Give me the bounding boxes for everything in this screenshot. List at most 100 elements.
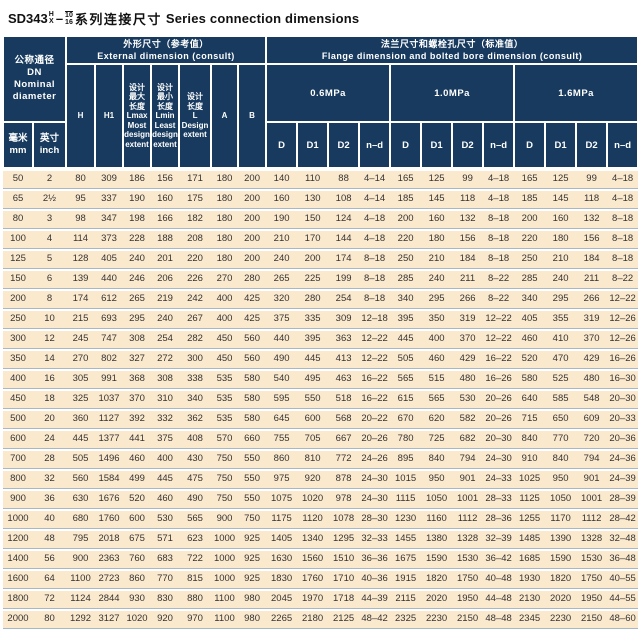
cell: 815	[179, 569, 212, 589]
cell: 1170	[545, 509, 577, 529]
cell: 680	[66, 509, 96, 529]
cell: 2844	[95, 589, 124, 609]
cell: 1120	[297, 509, 329, 529]
cell: 24–33	[483, 469, 515, 489]
cell: 201	[151, 249, 180, 269]
cell: 1630	[266, 549, 298, 569]
cell: 750	[238, 509, 267, 529]
cell: 550	[238, 449, 267, 469]
cell: 200	[238, 168, 267, 189]
table-row: 50 2 80 309 186 156 171 180 200 140 110 88 4–14 165 12…	[3, 168, 639, 189]
cell: 12–26	[607, 329, 639, 349]
table-row: 900 36 630 1676 520 460 490 750 550 1075 1020 978 24…	[3, 489, 639, 509]
cell: 1292	[66, 609, 96, 629]
cell: 340	[179, 389, 212, 409]
cell: 612	[95, 289, 124, 309]
cell: 200	[238, 189, 267, 209]
cell: 171	[179, 168, 212, 189]
cell: 10	[33, 309, 67, 329]
cell: 395	[297, 329, 329, 349]
cell: 1485	[514, 529, 546, 549]
cell: 347	[95, 209, 124, 229]
cell: 550	[238, 469, 267, 489]
cell: 175	[179, 189, 212, 209]
cell: 145	[421, 189, 453, 209]
cell: 28	[33, 449, 67, 469]
cell: 580	[238, 409, 267, 429]
cell: 4–18	[483, 168, 515, 189]
cell: 20	[33, 409, 67, 429]
cell: 548	[576, 389, 608, 409]
cell: 16–26	[483, 369, 515, 389]
page-title: SD343 H X – 10 16 系列连接尺寸 Series connecti…	[8, 7, 638, 29]
cell: 150	[3, 269, 33, 289]
title-model: SD343	[8, 10, 48, 26]
cell: 20–26	[359, 429, 391, 449]
header-group-06mpa: 0.6MPa	[265, 63, 392, 123]
cell: 1496	[95, 449, 124, 469]
cell: 1820	[421, 569, 453, 589]
cell: 185	[514, 189, 546, 209]
cell: 4–14	[359, 168, 391, 189]
cell: 24–39	[607, 469, 639, 489]
cell: 170	[297, 229, 329, 249]
cell: 683	[151, 549, 180, 569]
dimensions-table: 公称通径 DN Nominal diameter 外形尺寸（参考值） Exter…	[1, 35, 640, 629]
cell: 970	[179, 609, 212, 629]
cell: 180	[211, 249, 239, 269]
cell: 282	[179, 329, 212, 349]
cell: 530	[452, 389, 484, 409]
cell: 180	[421, 229, 453, 249]
cell: 480	[576, 369, 608, 389]
cell: 1127	[95, 409, 124, 429]
cell: 305	[66, 369, 96, 389]
header-unit-mm: 毫米 mm	[2, 121, 34, 169]
cell: 440	[95, 269, 124, 289]
cell: 500	[3, 409, 33, 429]
cell: 246	[123, 269, 152, 289]
cell: 1600	[3, 569, 33, 589]
cell: 245	[66, 329, 96, 349]
cell: 645	[266, 409, 298, 429]
cell: 895	[390, 449, 422, 469]
cell: 174	[328, 249, 360, 269]
cell: 660	[238, 429, 267, 449]
cell: 392	[123, 409, 152, 429]
cell: 1001	[452, 489, 484, 509]
cell: 1025	[514, 469, 546, 489]
cell: 750	[211, 469, 239, 489]
cell: 72	[33, 589, 67, 609]
cell: 2018	[95, 529, 124, 549]
cell: 150	[297, 209, 329, 229]
cell: 1037	[95, 389, 124, 409]
cell: 1160	[421, 509, 453, 529]
cell: 460	[151, 489, 180, 509]
cell: 1075	[266, 489, 298, 509]
cell: 1584	[95, 469, 124, 489]
cell: 2180	[297, 609, 329, 629]
cell: 40–36	[359, 569, 391, 589]
cell: 925	[238, 569, 267, 589]
cell: 2125	[328, 609, 360, 629]
cell: 28–42	[607, 509, 639, 529]
cell: 2230	[545, 609, 577, 629]
cell: 20–33	[607, 409, 639, 429]
table-row: 350 14 270 802 327 272 300 450 560 490 445 413 12–22…	[3, 349, 639, 369]
cell: 285	[390, 269, 422, 289]
cell: 166	[151, 209, 180, 229]
cell: 1710	[328, 569, 360, 589]
cell: 667	[328, 429, 360, 449]
cell: 355	[545, 309, 577, 329]
cell: 20–26	[483, 389, 515, 409]
cell: 505	[390, 349, 422, 369]
cell: 910	[514, 449, 546, 469]
cell: 600	[123, 509, 152, 529]
cell: 565	[179, 509, 212, 529]
cell: 375	[151, 429, 180, 449]
cell: 4–18	[483, 189, 515, 209]
cell: 530	[151, 509, 180, 529]
table-row: 150 6 139 440 246 206 226 270 280 265 225 199 8–18 28…	[3, 269, 639, 289]
cell: 1100	[211, 609, 239, 629]
cell: 240	[421, 269, 453, 289]
cell: 4	[33, 229, 67, 249]
